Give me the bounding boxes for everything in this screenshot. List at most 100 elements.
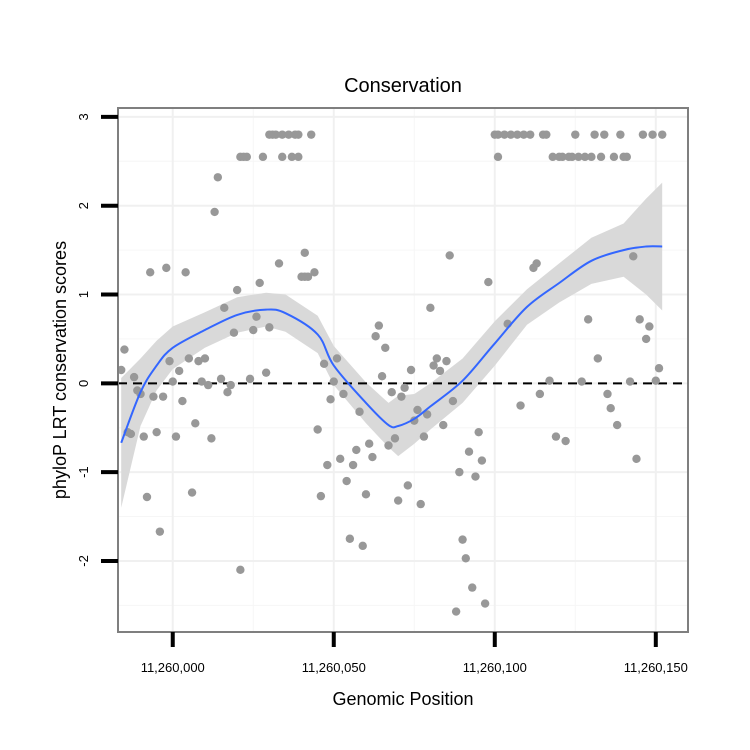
data-point	[181, 268, 190, 277]
data-point	[187, 488, 197, 497]
data-point	[294, 130, 303, 139]
data-point	[342, 476, 351, 486]
data-point	[648, 130, 657, 139]
data-point	[184, 354, 194, 363]
data-point	[458, 535, 467, 544]
data-point	[278, 152, 287, 162]
data-point	[638, 130, 648, 139]
data-point	[658, 130, 667, 139]
data-point	[393, 496, 403, 505]
data-point	[152, 427, 161, 437]
data-point	[432, 354, 442, 363]
data-point	[274, 259, 284, 268]
data-point	[645, 322, 654, 331]
data-point	[455, 467, 464, 477]
confidence-ribbon	[121, 182, 663, 508]
data-point	[149, 392, 158, 401]
data-point	[583, 315, 593, 324]
data-point	[326, 395, 335, 404]
data-point	[532, 259, 541, 268]
data-point	[174, 366, 184, 376]
data-point	[593, 354, 603, 363]
data-point	[387, 388, 396, 397]
data-point	[519, 130, 528, 139]
data-point	[258, 152, 268, 162]
data-point	[207, 434, 216, 443]
smooth-fit-line	[120, 245, 663, 444]
data-point	[542, 130, 551, 139]
data-point	[603, 389, 612, 399]
data-point	[587, 152, 596, 162]
data-point	[439, 420, 448, 430]
data-point	[480, 599, 490, 608]
data-point	[461, 554, 470, 563]
data-point	[406, 365, 416, 375]
y-tick-label: -2	[76, 555, 91, 567]
plot-panel-border	[117, 107, 689, 633]
data-point	[294, 152, 303, 162]
data-point	[500, 130, 509, 139]
data-point	[226, 380, 235, 390]
data-point	[374, 321, 384, 330]
data-point	[142, 492, 152, 502]
data-point	[162, 263, 171, 273]
data-point	[616, 130, 625, 139]
data-point	[561, 436, 570, 446]
data-point	[358, 541, 367, 551]
data-point	[171, 432, 181, 441]
y-axis-title: phyloP LRT conservation scores	[50, 241, 70, 499]
data-point	[390, 434, 400, 443]
data-point	[255, 278, 264, 288]
data-point	[210, 207, 219, 217]
data-point	[307, 130, 316, 139]
data-point	[641, 334, 651, 344]
data-point	[284, 130, 293, 139]
data-point	[419, 432, 429, 441]
data-point	[384, 441, 393, 450]
data-point	[191, 419, 200, 428]
chart-title: Conservation	[344, 75, 462, 97]
y-tick-label: 1	[76, 291, 91, 298]
data-point	[513, 130, 522, 139]
data-point	[261, 368, 271, 377]
data-point	[303, 272, 313, 281]
data-point	[535, 389, 545, 399]
data-point	[361, 490, 371, 499]
data-point	[377, 372, 387, 381]
data-point	[229, 328, 239, 337]
data-point	[364, 439, 374, 448]
data-point	[413, 405, 422, 415]
data-point	[352, 445, 361, 455]
data-point	[416, 499, 425, 509]
data-point	[622, 152, 632, 162]
data-point	[451, 607, 461, 616]
data-point	[129, 372, 139, 382]
data-point	[278, 130, 287, 139]
data-point	[403, 481, 413, 490]
data-point	[332, 354, 342, 363]
data-point	[548, 152, 557, 162]
data-point	[252, 312, 261, 321]
data-point	[197, 377, 206, 386]
data-point	[165, 356, 174, 366]
data-point	[580, 152, 590, 162]
data-point	[216, 374, 226, 384]
y-tick-label: -1	[76, 466, 91, 478]
data-point	[355, 407, 364, 416]
y-axis: -2 -1 0 1 2 3	[76, 113, 118, 567]
data-point	[371, 332, 380, 341]
data-point	[629, 252, 638, 261]
data-point	[271, 130, 280, 139]
data-point	[329, 377, 338, 386]
data-point	[609, 152, 619, 162]
data-point	[242, 152, 252, 162]
data-point	[400, 383, 409, 392]
data-point	[625, 377, 635, 386]
x-tick-label: 11,260,150	[624, 660, 688, 675]
data-point	[448, 396, 458, 406]
data-point	[526, 130, 535, 139]
x-tick-label: 11,260,100	[463, 660, 527, 675]
data-point	[612, 420, 622, 430]
data-point	[606, 403, 615, 413]
